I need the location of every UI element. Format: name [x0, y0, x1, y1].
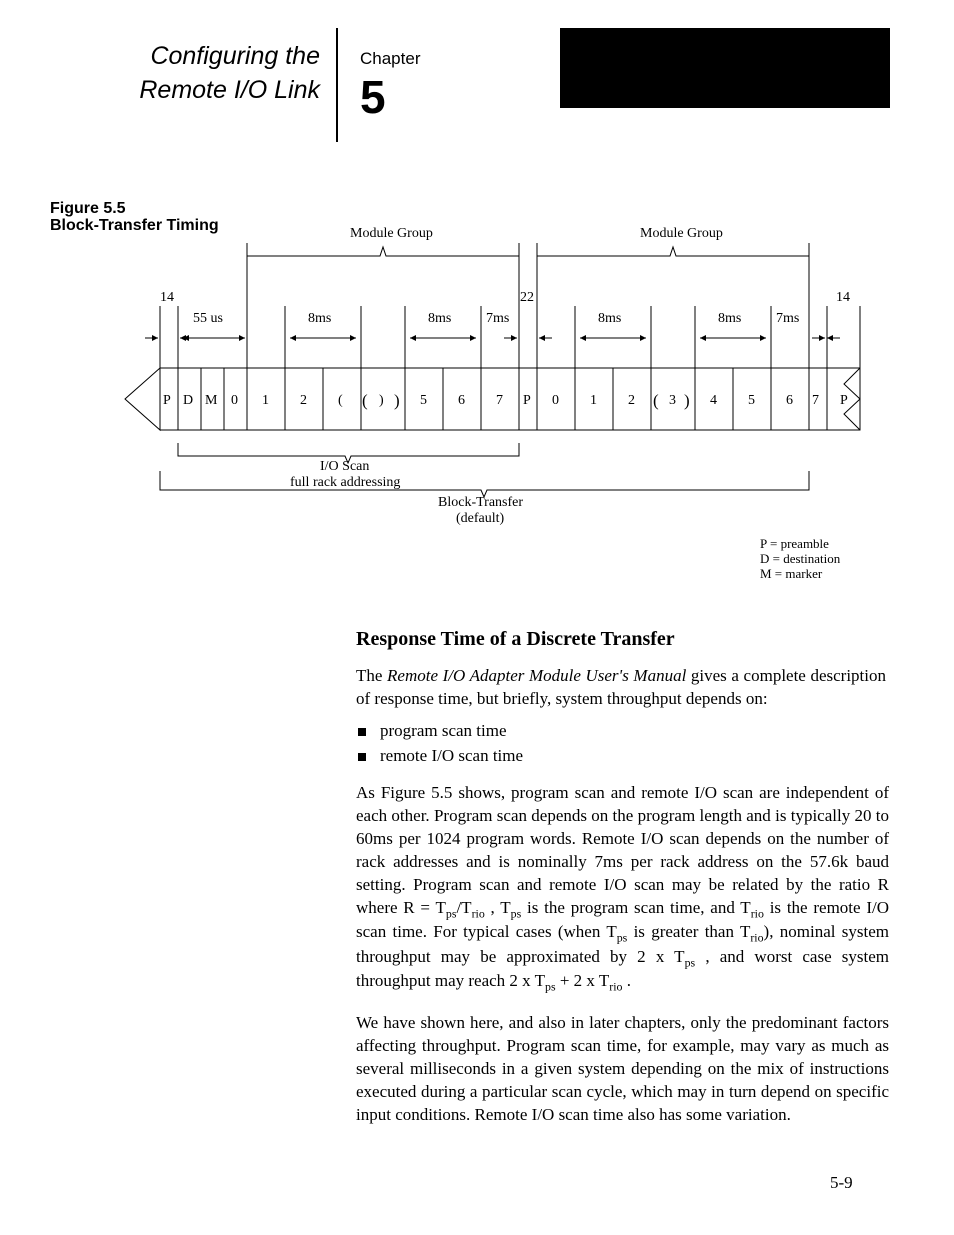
header-left: Configuring the Remote I/O Link: [70, 40, 320, 108]
c22: 6: [786, 392, 793, 411]
dim-f: 22: [520, 289, 534, 308]
p2-sub3: ps: [511, 906, 522, 920]
svg-text:(: (: [653, 391, 659, 410]
lbl-mg1: Module Group: [350, 225, 433, 244]
p2-sub1: ps: [446, 906, 457, 920]
dim-c: 8ms: [308, 310, 331, 329]
section-heading: Response Time of a Discrete Transfer: [356, 626, 886, 653]
c24: P: [840, 392, 848, 411]
fig-title-2: Block-Transfer Timing: [50, 215, 219, 237]
ann-m: M = marker: [760, 565, 822, 583]
p2-sub4: rio: [751, 906, 764, 920]
hdr-right-1: Chapter: [360, 49, 420, 68]
svg-text:): ): [394, 391, 400, 410]
header-right: Chapter 5: [360, 40, 540, 123]
c8: ): [379, 392, 384, 411]
p2h: + 2 x T: [556, 971, 610, 990]
dim-g: 8ms: [598, 310, 621, 329]
hdr-left-1: Configuring the: [150, 42, 320, 70]
p1b: Remote I/O Adapter Module User's Manual: [387, 666, 686, 685]
c1: D: [183, 392, 193, 411]
c23: 7: [812, 392, 819, 411]
p2e: is greater than T: [627, 922, 750, 941]
bullet-icon-1: [358, 728, 366, 736]
c18: 3: [669, 392, 676, 411]
timing-figure: ( ) ( ): [50, 198, 904, 528]
dim-e: 7ms: [486, 310, 509, 329]
lbl-mg2: Module Group: [640, 225, 723, 244]
para-3: We have shown here, and also in later ch…: [356, 1012, 889, 1127]
c12: 7: [496, 392, 503, 411]
dim-i: 7ms: [776, 310, 799, 329]
p2-sub2: rio: [472, 906, 485, 920]
para-1: The Remote I/O Adapter Module User's Man…: [356, 665, 886, 711]
dim-b: 55 us: [193, 310, 223, 329]
bb-lower2: (default): [456, 510, 504, 529]
c2: M: [205, 392, 217, 411]
p2-sub7: ps: [685, 955, 696, 969]
bullet-2: remote I/O scan time: [380, 745, 880, 768]
p2c: is the program scan time, and T: [521, 898, 750, 917]
c16: 2: [628, 392, 635, 411]
c15: 1: [590, 392, 597, 411]
c0: P: [163, 392, 171, 411]
dim-h: 8ms: [718, 310, 741, 329]
page-number: 5-9: [830, 1172, 853, 1195]
bullet-1: program scan time: [380, 720, 880, 743]
c11: 6: [458, 392, 465, 411]
c13: P: [523, 392, 531, 411]
bullet-icon-2: [358, 753, 366, 761]
c5: 2: [300, 392, 307, 411]
p2i: .: [622, 971, 631, 990]
hdr-right-2: 5: [360, 71, 386, 123]
hdr-left-2: Remote I/O Link: [139, 76, 320, 104]
dim-j: 14: [836, 289, 850, 308]
p2a: As Figure 5.5 shows, program scan and re…: [356, 783, 889, 917]
svg-text:): ): [684, 391, 690, 410]
p2-sub9: rio: [609, 979, 622, 993]
c6: (: [338, 392, 343, 411]
header-divider: [336, 28, 338, 142]
p2-sub6: rio: [750, 931, 763, 945]
timing-svg: ( ) ( ): [50, 198, 904, 528]
black-box: [560, 28, 890, 108]
p1a: The: [356, 666, 387, 685]
dim-a: 14: [160, 289, 174, 308]
p2b: , T: [485, 898, 511, 917]
c10: 5: [420, 392, 427, 411]
svg-text:(: (: [362, 391, 368, 410]
p2-sub5: ps: [617, 931, 628, 945]
para-2: As Figure 5.5 shows, program scan and re…: [356, 782, 889, 995]
bb-upper2: full rack addressing: [290, 474, 400, 493]
c3: 0: [231, 392, 238, 411]
p2-sub8: ps: [545, 979, 556, 993]
c21: 5: [748, 392, 755, 411]
dim-d: 8ms: [428, 310, 451, 329]
c4: 1: [262, 392, 269, 411]
c14: 0: [552, 392, 559, 411]
c20: 4: [710, 392, 717, 411]
